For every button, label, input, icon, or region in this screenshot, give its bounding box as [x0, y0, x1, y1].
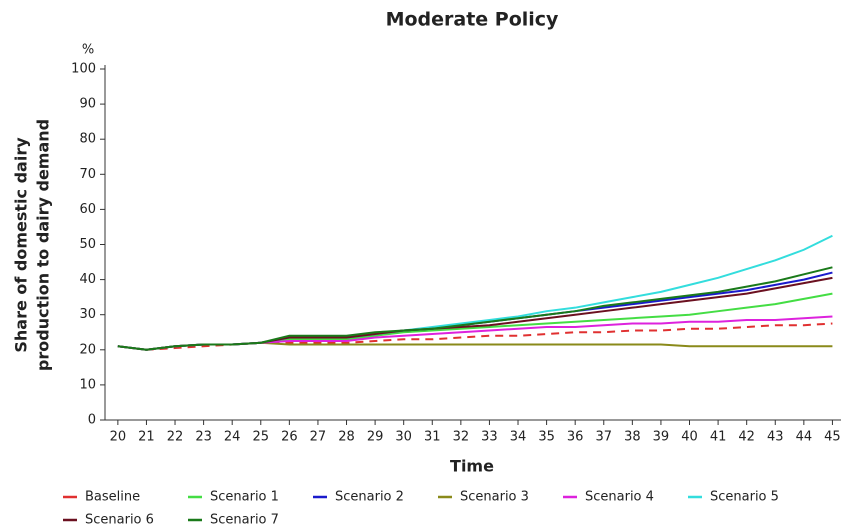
legend-label: Scenario 2	[335, 490, 404, 505]
y-tick-label: 100	[71, 62, 96, 77]
x-tick-label: 29	[367, 430, 384, 445]
y-tick-label: 0	[88, 413, 96, 428]
y-tick-label: 50	[79, 237, 96, 252]
y-axis-title: Share of domestic dairy	[12, 137, 31, 353]
x-tick-label: 44	[796, 430, 813, 445]
x-tick-label: 23	[195, 430, 212, 445]
y-tick-label: 70	[79, 167, 96, 182]
series-line	[117, 276, 833, 351]
x-tick-label: 35	[538, 430, 555, 445]
y-tick-label: 90	[79, 97, 96, 112]
x-tick-label: 27	[310, 430, 327, 445]
legend-label: Scenario 6	[85, 513, 154, 528]
chart-title: Moderate Policy	[386, 9, 559, 31]
x-tick-label: 36	[567, 430, 584, 445]
y-unit: %	[82, 43, 94, 58]
x-tick-label: 40	[681, 430, 698, 445]
legend-label: Scenario 7	[210, 513, 279, 528]
y-axis-title: production to dairy demand	[34, 119, 53, 371]
x-tick-label: 32	[453, 430, 470, 445]
x-tick-label: 20	[110, 430, 127, 445]
x-tick-label: 34	[510, 430, 527, 445]
x-tick-label: 25	[253, 430, 270, 445]
x-tick-label: 26	[281, 430, 298, 445]
x-tick-label: 30	[395, 430, 412, 445]
x-axis-title: Time	[450, 457, 494, 476]
legend-label: Scenario 3	[460, 490, 529, 505]
y-tick-label: 20	[79, 342, 96, 357]
x-tick-label: 38	[624, 430, 641, 445]
legend-label: Baseline	[85, 490, 140, 505]
x-tick-label: 42	[738, 430, 755, 445]
x-tick-label: 31	[424, 430, 441, 445]
x-tick-label: 39	[653, 430, 670, 445]
y-tick-label: 10	[79, 377, 96, 392]
legend-label: Scenario 1	[210, 490, 279, 505]
x-tick-label: 41	[710, 430, 727, 445]
x-tick-label: 33	[481, 430, 498, 445]
y-tick-label: 80	[79, 132, 96, 147]
y-tick-label: 60	[79, 202, 96, 217]
x-tick-label: 24	[224, 430, 241, 445]
x-tick-label: 45	[824, 430, 841, 445]
legend-label: Scenario 5	[710, 490, 779, 505]
series-line	[117, 266, 833, 351]
y-tick-label: 40	[79, 272, 96, 287]
legend-label: Scenario 4	[585, 490, 654, 505]
y-tick-label: 30	[79, 307, 96, 322]
x-tick-label: 21	[138, 430, 155, 445]
x-tick-label: 22	[167, 430, 184, 445]
x-tick-label: 43	[767, 430, 784, 445]
x-tick-label: 28	[338, 430, 355, 445]
x-tick-label: 37	[595, 430, 612, 445]
